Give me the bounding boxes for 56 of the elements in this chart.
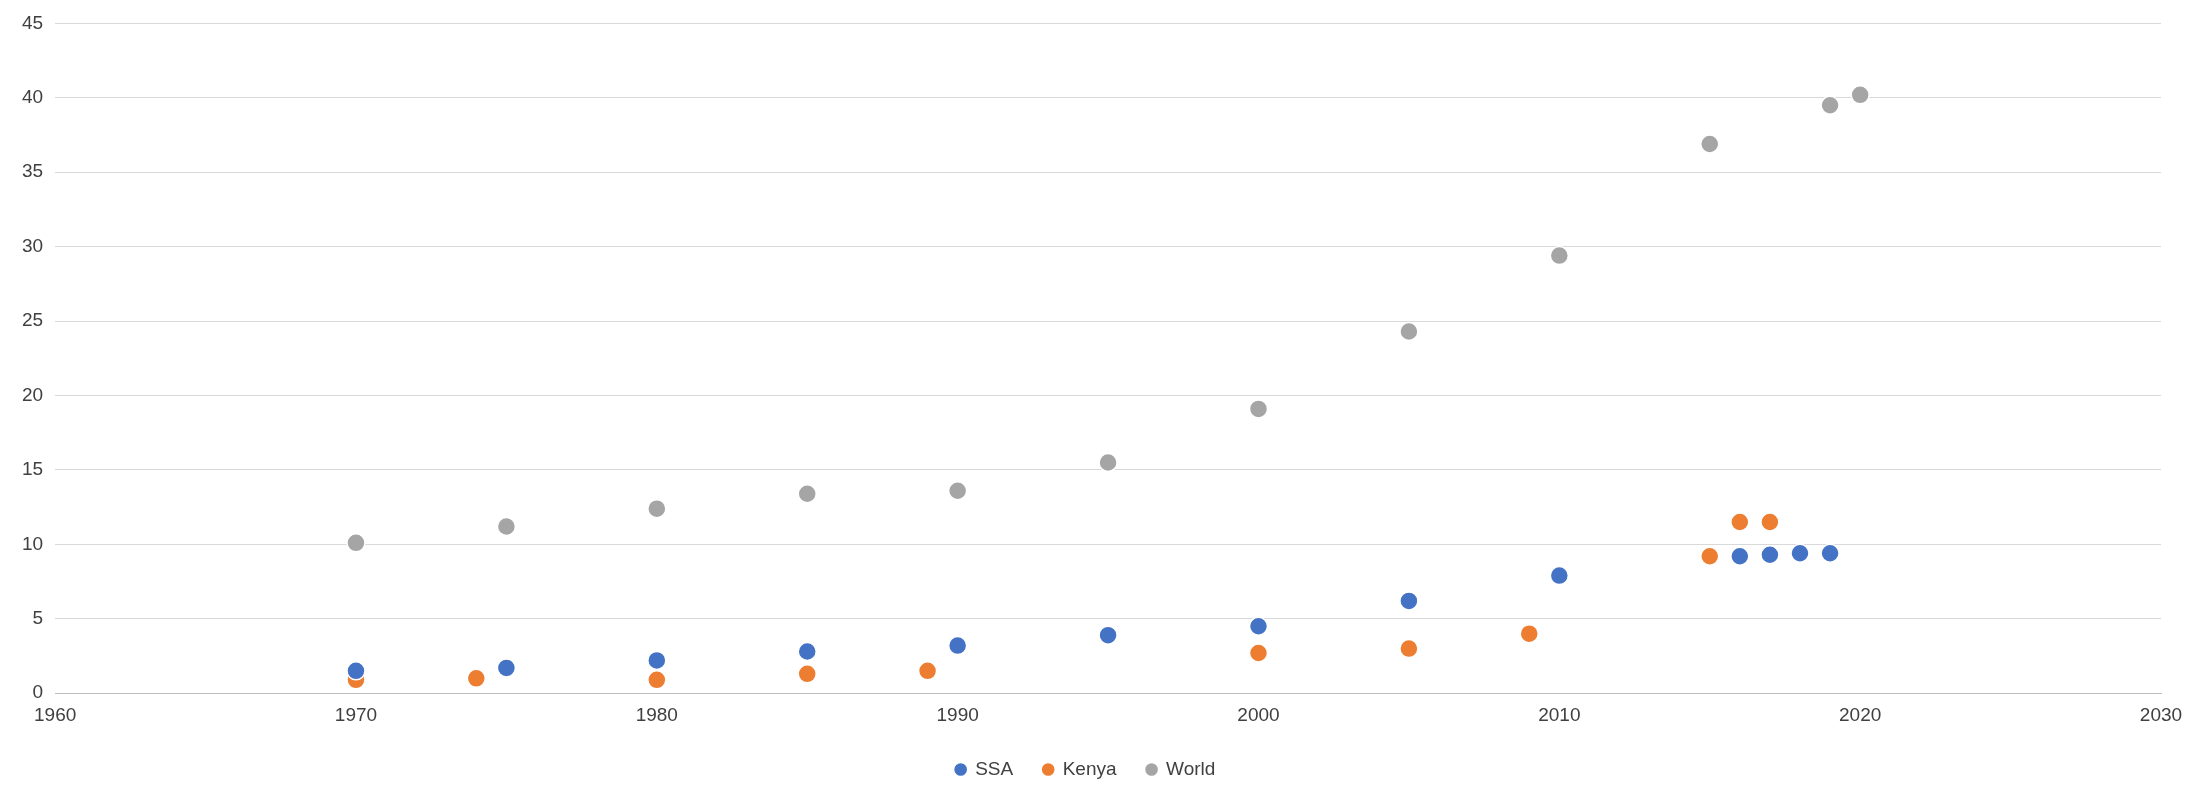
point xyxy=(1248,616,1269,636)
legend-label: SSA xyxy=(975,757,1014,779)
x-tick-label: 1980 xyxy=(635,703,678,725)
point xyxy=(1399,638,1419,659)
x-tick-label: 1960 xyxy=(33,703,77,725)
point xyxy=(797,484,817,504)
point xyxy=(647,498,667,519)
x-tick-label: 2020 xyxy=(1839,703,1882,725)
y-tick-label: 25 xyxy=(21,309,44,331)
x-tick-label: 2010 xyxy=(1538,703,1581,725)
point xyxy=(647,670,667,690)
point xyxy=(346,533,366,553)
point xyxy=(1850,85,1870,105)
point xyxy=(496,658,517,678)
x-tick-label: 2000 xyxy=(1237,703,1280,725)
point xyxy=(947,481,968,501)
y-tick-label: 35 xyxy=(21,160,44,182)
point xyxy=(947,635,968,656)
point xyxy=(496,516,517,537)
point xyxy=(1790,543,1810,564)
point xyxy=(1549,245,1570,266)
y-tick-label: 20 xyxy=(21,383,44,405)
point xyxy=(1399,321,1419,342)
y-tick-label: 5 xyxy=(32,607,44,629)
point xyxy=(1098,625,1118,645)
point xyxy=(1760,545,1780,565)
point xyxy=(1248,643,1269,663)
point xyxy=(1699,134,1720,154)
legend-label: Kenya xyxy=(1062,757,1117,779)
point xyxy=(797,641,817,662)
legend-label: World xyxy=(1166,757,1216,779)
point xyxy=(1549,565,1570,586)
point xyxy=(346,661,366,681)
point xyxy=(1820,543,1840,564)
point xyxy=(797,664,817,684)
x-tick-label: 1990 xyxy=(936,703,979,725)
point xyxy=(1699,546,1720,567)
y-tick-label: 45 xyxy=(21,11,44,33)
point xyxy=(1760,512,1780,532)
y-tick-label: 30 xyxy=(21,234,44,256)
point xyxy=(1730,512,1750,532)
y-tick-label: 0 xyxy=(32,681,44,703)
x-tick-label: 2030 xyxy=(2139,703,2183,725)
y-tick-label: 10 xyxy=(21,532,44,554)
point xyxy=(647,650,667,671)
y-tick-label: 40 xyxy=(21,86,44,108)
point xyxy=(917,661,938,681)
point xyxy=(1248,399,1269,419)
point xyxy=(1730,546,1750,567)
y-tick-label: 15 xyxy=(21,458,44,480)
x-tick-label: 1970 xyxy=(334,703,378,725)
point xyxy=(466,668,487,689)
point xyxy=(1098,452,1118,473)
point xyxy=(1399,591,1419,611)
point xyxy=(1519,623,1539,644)
point xyxy=(1820,95,1840,116)
